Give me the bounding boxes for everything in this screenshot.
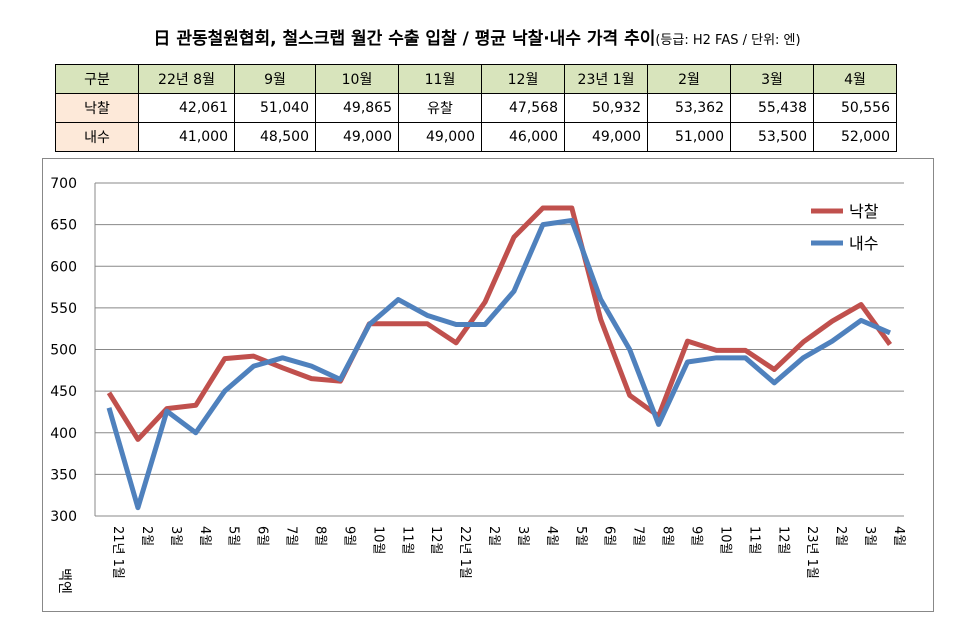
series-line-1 [106,217,891,511]
table-header-cell: 10월 [315,64,399,94]
x-tick-label: 21년 1월 [110,526,125,579]
chart-area: 300 350 400 450 500 550 600 650 700 21년 1월 2월 3월 4월 5… [42,158,934,612]
y-tick-label: 500 [50,343,77,359]
subtitle-text: (등급: H2 FAS / 단위: 엔) [655,33,801,48]
table-cell: 49,000 [398,122,482,152]
y-tick-label: 550 [50,301,77,317]
table-header-cell: 22년 8월 [138,64,235,94]
table-header-cell: 23년 1월 [564,64,648,94]
table-header-cell: 4월 [813,64,897,94]
table-cell: 50,932 [564,93,648,123]
x-tick-label: 4월 [197,526,212,546]
x-tick-label: 12월 [775,526,790,555]
x-tick-label: 4월 [891,526,906,546]
table-header-row: 구분 22년 8월 9월 10월 11월 12월 23년 1월 2월 3월 4월 [55,64,897,94]
x-tick-label: 9월 [689,526,704,546]
table-cell: 46,000 [481,122,565,152]
y-tick-label: 600 [50,259,77,275]
x-tick-label: 4월 [544,526,559,546]
table-cell: 55,438 [730,93,814,123]
table-cell: 53,500 [730,122,814,152]
x-tick-label: 12월 [428,526,443,555]
table-cell: 48,500 [234,122,316,152]
x-tick-label: 8월 [660,526,675,546]
legend-label: 낙찰 [849,202,879,221]
x-tick-label: 2월 [833,526,848,546]
x-tick-label: 11월 [399,526,414,555]
x-tick-label: 11월 [746,526,761,555]
price-table: 구분 22년 8월 9월 10월 11월 12월 23년 1월 2월 3월 4월 낙찰 42,061… [55,64,897,152]
x-tick-label: 2월 [486,526,501,546]
row-label: 낙찰 [55,93,139,123]
line-chart: 300 350 400 450 500 550 600 650 700 21년 1월 2월 3월 4월 5… [50,176,906,594]
table-cell: 50,556 [813,93,897,123]
table-cell: 유찰 [398,93,482,123]
y-tick-label: 450 [50,384,77,400]
x-tick-label: 5월 [573,526,588,546]
table-cell: 49,000 [315,122,399,152]
x-tick-label: 3월 [515,526,530,546]
legend-label: 내수 [849,234,878,253]
table-header-cell: 3월 [730,64,814,94]
y-axis-label: 백엔 [56,568,72,594]
x-tick-label: 7월 [284,526,299,546]
series-line-0 [106,205,893,442]
table-header-cell: 12월 [481,64,565,94]
table-cell: 51,040 [234,93,316,123]
table-cell: 42,061 [138,93,235,123]
x-tick-label: 5월 [226,526,241,546]
title-text: 日 관동철원협회, 철스크랩 월간 수출 입찰 / 평균 낙찰·내수 가격 추이 [153,29,656,49]
y-tick-label: 700 [50,176,77,192]
x-tick-label: 6월 [602,526,617,546]
table-header-cell: 11월 [398,64,482,94]
y-tick-label: 400 [50,426,77,442]
table-header-cell: 9월 [234,64,316,94]
y-tick-label: 650 [50,218,77,234]
x-tick-label: 2월 [139,526,154,546]
x-tick-label: 10월 [717,526,732,555]
table-header-cell: 구분 [55,64,139,94]
y-tick-label: 350 [50,467,77,483]
table-cell: 47,568 [481,93,565,123]
x-tick-label: 6월 [255,526,270,546]
y-tick-label: 300 [50,509,77,525]
table-cell: 52,000 [813,122,897,152]
x-tick-label: 3월 [168,526,183,546]
table-cell: 49,000 [564,122,648,152]
table-header-cell: 2월 [647,64,731,94]
x-tick-label: 22년 1월 [457,526,472,579]
table-cell: 49,865 [315,93,399,123]
x-tick-label: 23년 1월 [804,526,819,579]
x-tick-label: 10월 [370,526,385,555]
table-cell: 51,000 [647,122,731,152]
chart-title: 日 관동철원협회, 철스크랩 월간 수출 입찰 / 평균 낙찰·내수 가격 추이… [0,24,954,49]
x-tick-label: 9월 [341,526,356,546]
x-tick-label: 7월 [631,526,646,546]
table-cell: 41,000 [138,122,235,152]
table-row: 낙찰 42,061 51,040 49,865 유찰 47,568 50,932 53,362… [55,93,897,123]
table-row: 내수 41,000 48,500 49,000 49,000 46,000 49,000 51… [55,122,897,152]
x-tick-label: 3월 [862,526,877,546]
x-tick-label: 8월 [312,526,327,546]
table-cell: 53,362 [647,93,731,123]
row-label: 내수 [55,122,139,152]
